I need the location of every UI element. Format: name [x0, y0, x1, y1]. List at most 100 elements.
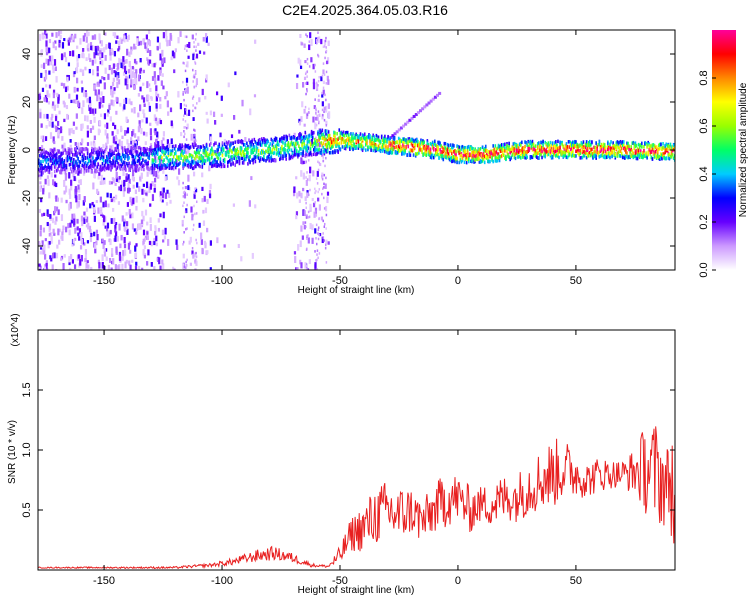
spectrogram-cell — [91, 59, 94, 66]
spectrogram-cell — [185, 126, 188, 130]
spectrogram-cell — [114, 228, 117, 233]
spectrogram-cell — [92, 151, 95, 155]
spectrogram-cell — [93, 84, 96, 92]
spectrogram-cell — [575, 149, 577, 154]
spectrogram-cell — [436, 150, 438, 155]
spectrogram-cell — [49, 148, 52, 152]
spectrogram-cell — [43, 247, 46, 255]
spectrogram-cell — [613, 143, 616, 148]
snr-x-tick-label: -100 — [211, 575, 233, 587]
spectrogram-cell — [453, 154, 455, 159]
spectrogram-cell — [373, 135, 376, 139]
spectrogram-cell — [326, 129, 329, 134]
spectrogram-cell — [130, 146, 132, 150]
spectrogram-cell — [387, 134, 389, 139]
spectrogram-cell — [323, 138, 326, 142]
spectrogram-cell — [168, 158, 171, 162]
spectrogram-cell — [597, 151, 600, 155]
spectrogram-cell — [78, 194, 81, 201]
spectrogram-cell — [125, 173, 128, 178]
spectrogram-cell — [88, 225, 92, 233]
spectrogram-cell — [74, 166, 76, 171]
spectrogram-cell — [234, 148, 237, 152]
spectrogram-cell — [233, 156, 235, 161]
spectrogram-cell — [534, 144, 537, 148]
spectrogram-cell — [314, 98, 316, 101]
spectrogram-cell — [488, 159, 490, 164]
spectrogram-cell — [109, 48, 112, 56]
spectrogram-cell — [442, 149, 445, 154]
spectrogram-cell — [199, 164, 201, 169]
spectrogram-cell — [155, 235, 158, 242]
spectrogram-cell — [333, 137, 335, 142]
spectrogram-cell — [561, 140, 564, 145]
spectrogram-cell — [316, 139, 318, 143]
spectrogram-cell — [201, 159, 204, 163]
spectrogram-cell — [411, 148, 414, 153]
spectrogram-cell — [95, 157, 97, 161]
spectrogram-cell — [299, 136, 301, 140]
spectrogram-cell — [138, 223, 141, 230]
spectrogram-cell — [500, 143, 503, 147]
spectrogram-cell — [555, 145, 557, 150]
spectrogram-cell — [241, 161, 244, 165]
spectrogram-cell — [292, 154, 295, 158]
spectrogram-cell — [281, 144, 283, 149]
spectrogram-cell — [187, 149, 190, 154]
spectrogram-cell — [79, 68, 82, 73]
spectrogram-cell — [114, 63, 117, 67]
spectrogram-cell — [145, 117, 148, 124]
spectrogram-cell — [323, 149, 326, 154]
spectrogram-cell — [496, 146, 499, 151]
spectrogram-cell — [328, 145, 331, 149]
spectrogram-cell — [52, 158, 55, 163]
spectrogram-cell — [95, 147, 98, 153]
spectrogram-cell — [115, 177, 118, 182]
spectrogram-cell — [182, 61, 185, 65]
spectrogram-cell — [289, 155, 292, 160]
spectrogram-cell — [117, 178, 120, 183]
spectrogram-cell — [113, 87, 116, 91]
spectrogram-cell — [39, 242, 43, 248]
spectrogram-cell — [639, 152, 642, 156]
spectrogram-cell — [442, 154, 445, 158]
spectrogram-cell — [112, 258, 115, 265]
spectrogram-cell — [195, 70, 197, 74]
spectrogram-cell — [565, 142, 568, 146]
spectrogram-cell — [461, 156, 464, 160]
spectrogram-cell — [503, 148, 505, 152]
spectrogram-cell — [335, 141, 337, 145]
spectrogram-cell — [421, 140, 423, 144]
spectrogram-cell — [177, 179, 181, 186]
spectrogram-cell — [641, 141, 643, 146]
spectrogram-cell — [42, 155, 44, 160]
spectrogram-cell — [84, 66, 87, 71]
spectrogram-cell — [326, 75, 329, 81]
spectrogram-cell — [425, 150, 428, 155]
spectrogram-cell — [231, 154, 233, 159]
spectrogram-cell — [94, 243, 97, 249]
spectrogram-cell — [325, 142, 328, 147]
spectrogram-cell — [572, 153, 574, 157]
spectrogram-cell — [422, 152, 424, 157]
spectrogram-cell — [352, 132, 354, 136]
spectrogram-cell — [190, 164, 193, 168]
spectrogram-cell — [508, 147, 510, 152]
spectrogram-cell — [85, 57, 88, 62]
spectrogram-cell — [651, 143, 654, 147]
spectrogram-cell — [293, 132, 296, 137]
spectrogram-cell — [670, 152, 673, 157]
spectrogram-cell — [185, 154, 188, 159]
spectrogram-cell — [155, 85, 158, 92]
spectrogram-cell — [316, 253, 318, 256]
spectrogram-cell — [581, 144, 584, 149]
spectrogram-cell — [524, 144, 526, 149]
spectrogram-cell — [68, 37, 71, 43]
spectrogram-cell — [294, 150, 297, 155]
spectrogram-cell — [58, 150, 60, 154]
spectrogram-cell — [191, 34, 194, 40]
spectrogram-cell — [631, 149, 634, 154]
spectrogram-cell — [109, 154, 111, 158]
spectrogram-cell — [60, 170, 62, 175]
spectrogram-cell — [196, 102, 198, 105]
